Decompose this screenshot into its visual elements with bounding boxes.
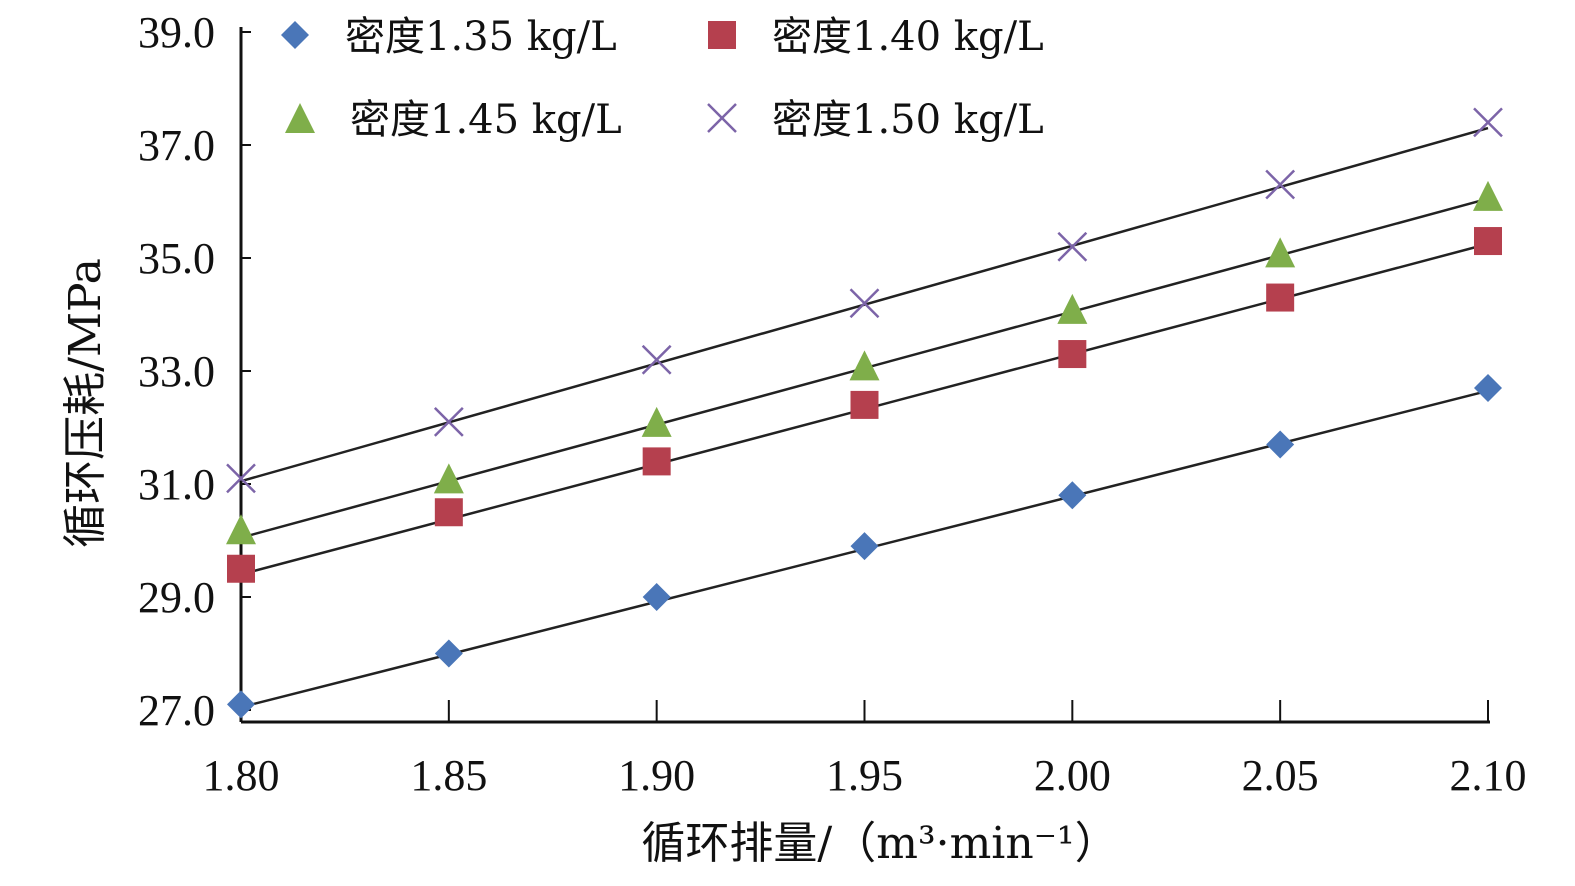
x-marker-stroke [707,103,737,133]
legend-marker-diamond [281,21,309,49]
x-marker-stroke [849,288,880,319]
point-square-series-2 [1474,227,1502,256]
y-tick-label: 27.0 [138,686,215,735]
point-x-series-4 [1265,169,1296,200]
y-tick-label: 33.0 [138,347,215,396]
legend-label: 密度1.45 kg/L [350,97,622,143]
legend-label: 密度1.40 kg/L [772,14,1044,60]
y-tick-label: 35.0 [138,234,215,283]
y-ticks: 27.0 29.0 31.0 33.0 35.0 37.0 39.0 [138,8,251,735]
x-marker-stroke [433,406,464,437]
point-diamond-series-1 [1474,373,1502,402]
x-tick-label: 1.90 [618,751,695,800]
point-x-series-4 [1473,107,1503,138]
point-x-series-4 [1057,231,1088,262]
y-tick-label: 31.0 [138,460,215,509]
x-marker-stroke [641,344,672,375]
x-axis-title: 循环排量/（m³·min⁻¹） [641,818,1118,869]
point-x-series-4 [641,344,672,375]
legend-marker-square [708,21,736,49]
point-triangle-series-3 [433,463,464,494]
legend-marker-x [707,103,737,133]
point-diamond-series-1 [1058,481,1087,510]
legend: 密度1.35 kg/L 密度1.40 kg/L 密度1.45 kg/L 密度1.50 … [281,14,1044,143]
x-marker-stroke [1265,169,1296,200]
x-tick-label: 1.95 [826,751,903,800]
x-tick-label: 2.10 [1450,751,1527,800]
legend-label: 密度1.35 kg/L [345,14,617,60]
point-triangle-series-3 [1057,293,1088,324]
point-diamond-series-1 [227,690,255,719]
y-tick-label: 39.0 [138,8,215,57]
x-marker-stroke [1473,107,1503,138]
x-marker-stroke [226,463,256,494]
point-triangle-series-3 [849,350,880,381]
y-tick-label: 37.0 [138,121,215,170]
point-square-series-2 [1266,283,1295,312]
x-marker-stroke [1057,231,1088,262]
point-diamond-series-1 [850,532,879,561]
x-tick-label: 2.00 [1034,751,1111,800]
point-triangle-series-3 [226,514,256,545]
point-diamond-series-1 [1266,430,1295,459]
point-square-series-2 [227,554,255,583]
legend-marker-triangle [285,103,315,133]
point-square-series-2 [850,390,879,419]
data-points [226,107,1503,719]
point-diamond-series-1 [434,639,463,668]
point-square-series-2 [1058,340,1087,369]
x-tick-label: 2.05 [1242,751,1319,800]
y-axis-title: 循环压耗/MPa [60,258,111,548]
point-square-series-2 [434,498,463,527]
point-x-series-4 [433,406,464,437]
x-tick-label: 1.85 [410,751,487,800]
point-square-series-2 [642,447,671,476]
point-x-series-4 [849,288,880,319]
x-ticks: 1.80 1.85 1.90 1.95 2.00 2.05 2.10 [203,700,1527,800]
point-x-series-4 [226,463,256,494]
point-triangle-series-3 [641,406,672,437]
point-triangle-series-3 [1265,237,1296,268]
legend-label: 密度1.50 kg/L [772,97,1044,143]
point-diamond-series-1 [642,583,671,611]
x-tick-label: 1.80 [203,751,280,800]
y-tick-label: 29.0 [138,573,215,622]
point-triangle-series-3 [1473,180,1503,211]
